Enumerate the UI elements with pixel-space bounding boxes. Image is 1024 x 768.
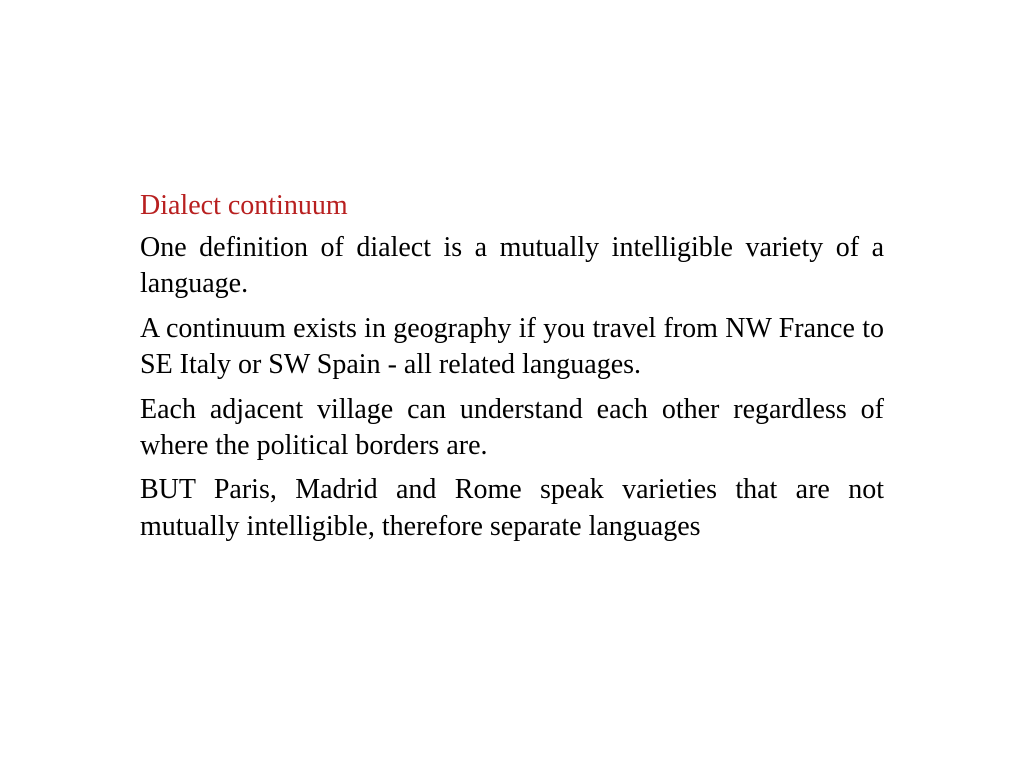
- slide-heading: Dialect continuum: [140, 190, 884, 222]
- paragraph-1: One definition of dialect is a mutually …: [140, 230, 884, 303]
- paragraph-3: Each adjacent village can understand eac…: [140, 392, 884, 465]
- paragraph-2: A continuum exists in geography if you t…: [140, 311, 884, 384]
- slide-content: Dialect continuum One definition of dial…: [140, 190, 884, 545]
- paragraph-4: BUT Paris, Madrid and Rome speak varieti…: [140, 472, 884, 545]
